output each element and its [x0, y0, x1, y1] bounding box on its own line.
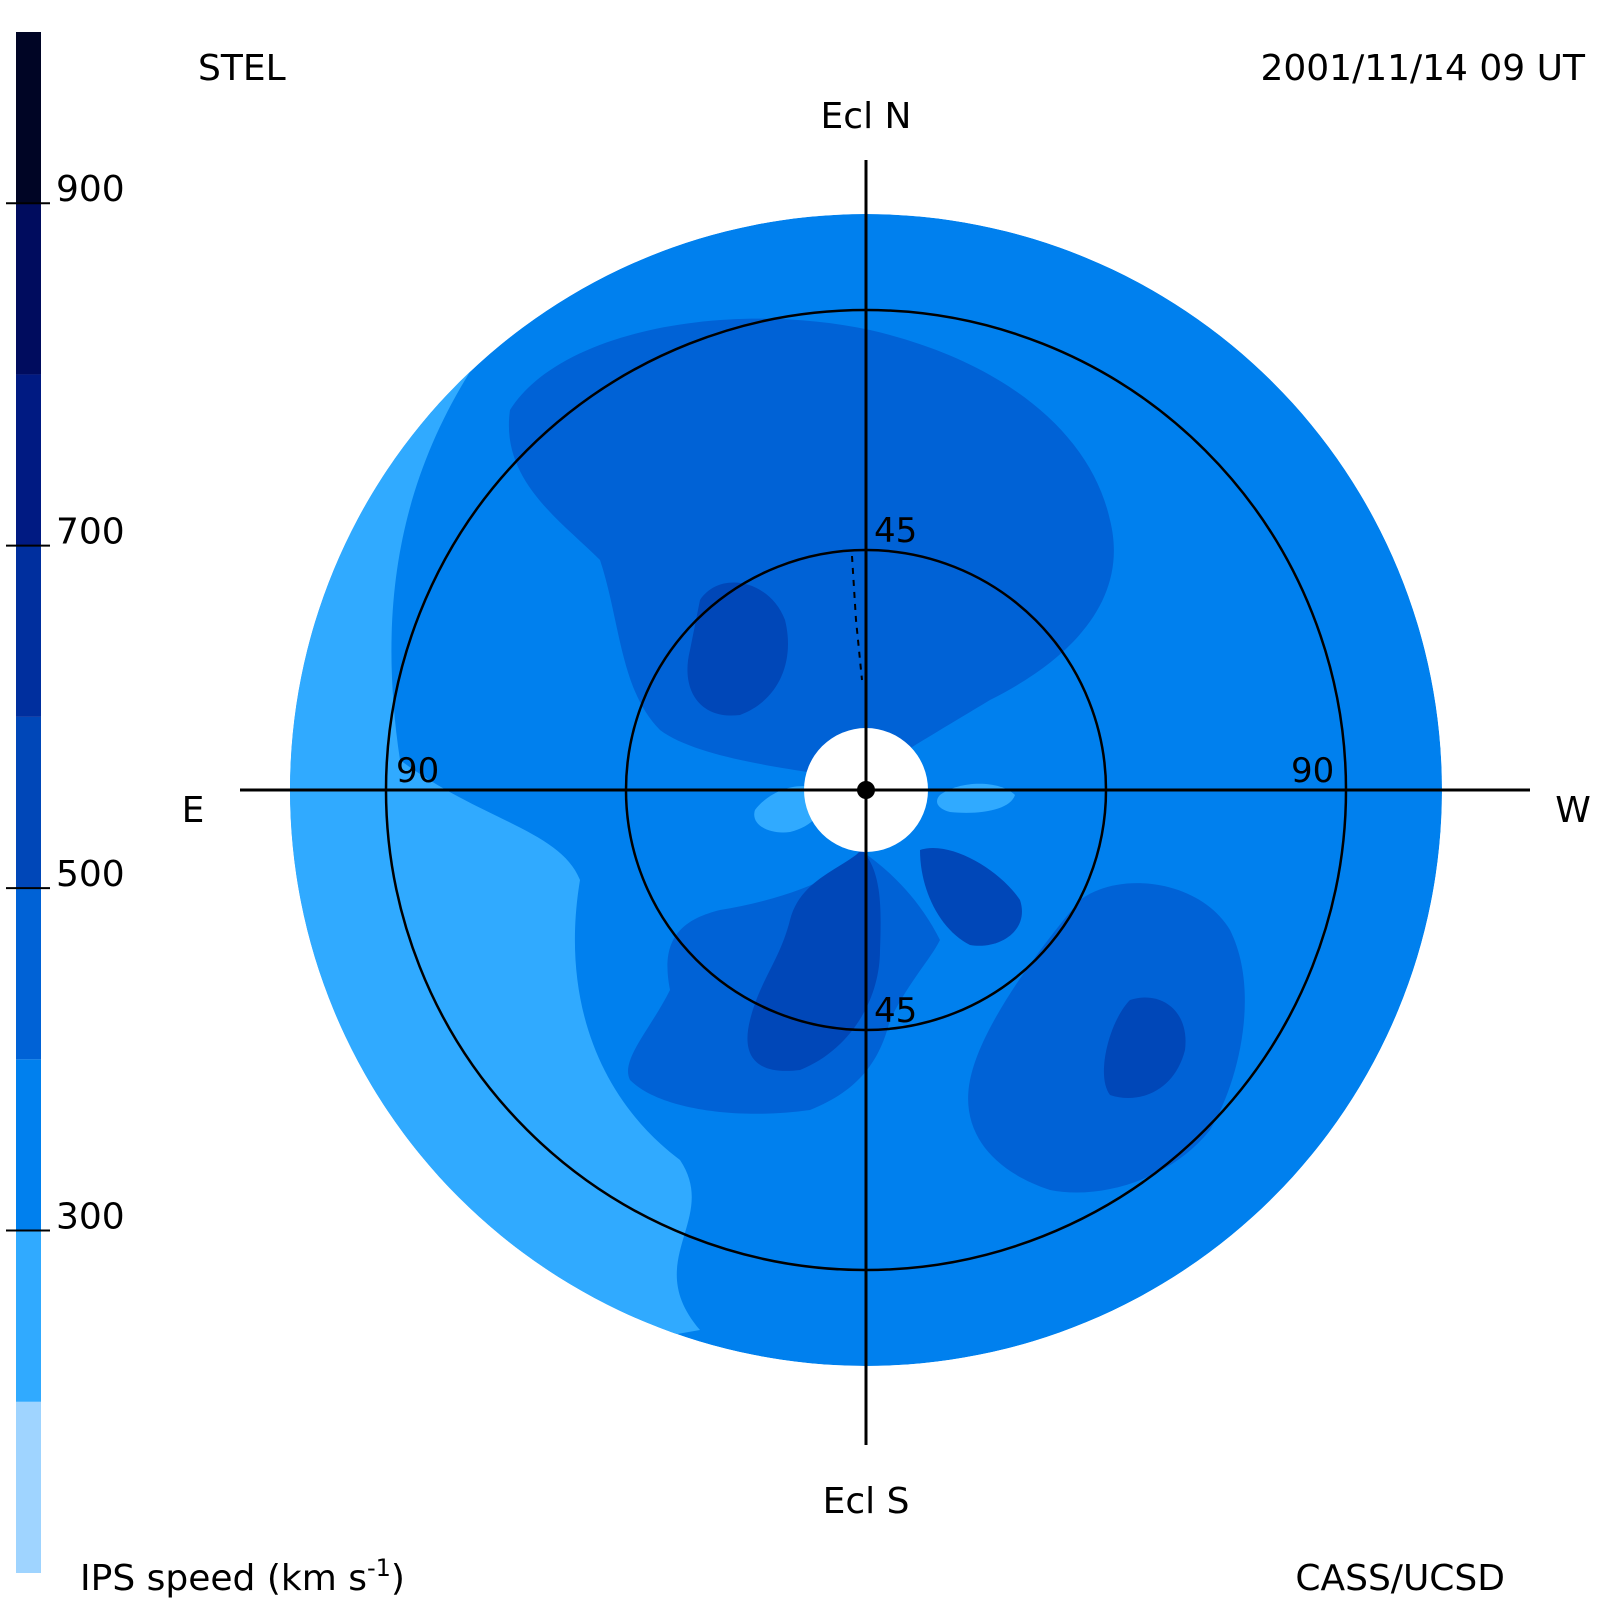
ring-label: 45 [874, 991, 917, 1031]
region-north-core [687, 582, 788, 716]
colorbar-tick-label: 500 [56, 854, 125, 895]
region-southwest-fast-lobe [968, 883, 1245, 1193]
colorbar-band [16, 716, 41, 889]
colorbar-label-close: ) [391, 1558, 405, 1599]
region-west-core [920, 848, 1022, 946]
west-label: W [1555, 790, 1591, 831]
colorbar-tick-label: 300 [56, 1197, 125, 1238]
colorbar-band [16, 545, 41, 717]
north-label: Ecl N [821, 96, 912, 137]
colorbar-band [16, 203, 41, 375]
east-label: E [182, 790, 205, 831]
colorbar-band [16, 1401, 41, 1573]
credit-label: CASS/UCSD [1295, 1558, 1505, 1599]
ring-label: 90 [1291, 751, 1334, 791]
colorbar-band [16, 888, 41, 1060]
ring-label: 90 [396, 751, 439, 791]
colorbar-band [16, 1059, 41, 1231]
colorbar [16, 32, 41, 1573]
colorbar-tick-label: 900 [56, 169, 125, 210]
colorbar-ticks: 900 700 500 300 [6, 169, 125, 1238]
speed-map [290, 214, 1442, 1366]
dashed-trace [851, 555, 863, 681]
colorbar-label-text: IPS speed (km s [80, 1558, 367, 1599]
ring-45 [624, 548, 1108, 1032]
colorbar-band [16, 32, 41, 204]
colorbar-label-exp: -1 [367, 1554, 391, 1582]
elongation-grid: 45 45 90 90 [240, 160, 1530, 1445]
region-southwest-core [1103, 997, 1186, 1098]
observatory-label: STEL [198, 48, 286, 89]
region-south-core [747, 850, 881, 1071]
colorbar-tick-label: 700 [56, 512, 125, 553]
timestamp-label: 2001/11/14 09 UT [1260, 48, 1586, 89]
colorbar-label: IPS speed (km s-1) [80, 1554, 405, 1599]
colorbar-band [16, 1230, 41, 1402]
colorbar-band [16, 374, 41, 546]
map-regions [290, 214, 1442, 1366]
south-label: Ecl S [823, 1481, 910, 1522]
sun-center-dot [857, 781, 875, 799]
ring-90 [384, 308, 1348, 1272]
ring-label: 45 [874, 511, 917, 551]
